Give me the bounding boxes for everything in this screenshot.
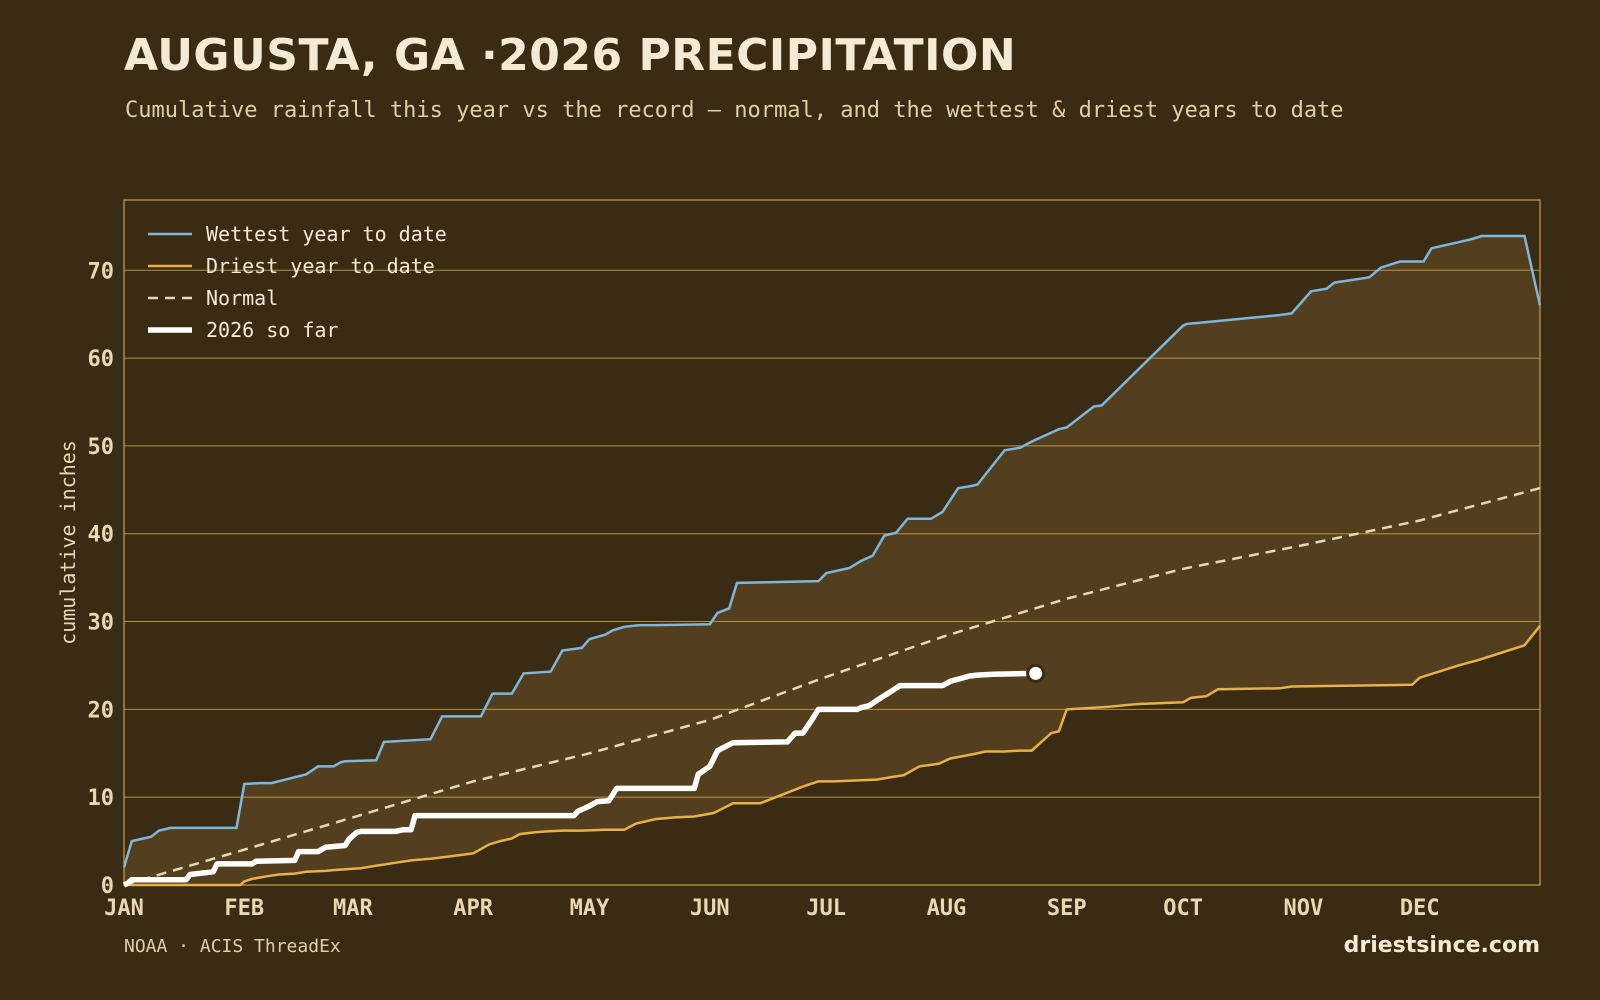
- legend-label: 2026 so far: [206, 318, 338, 342]
- x-tick-label: DEC: [1400, 896, 1440, 921]
- normal-line: [123, 486, 1541, 887]
- x-tick-label: NOV: [1283, 896, 1323, 921]
- driest-line: [124, 625, 1541, 887]
- x-tick-label: APR: [453, 896, 493, 921]
- x-tick-label: SEP: [1047, 896, 1087, 921]
- y-tick-label: 70: [88, 259, 115, 284]
- chart-title: AUGUSTA, GA ·2026 PRECIPITATION: [124, 30, 1017, 81]
- legend-label: Driest year to date: [206, 254, 435, 278]
- y-tick-label: 30: [88, 611, 115, 636]
- x-tick-label: JAN: [104, 896, 144, 921]
- y-axis-label: cumulative inches: [56, 440, 80, 645]
- legend-label: Wettest year to date: [206, 222, 447, 246]
- x-tick-label: MAY: [570, 896, 610, 921]
- current-year-end-marker: [1026, 663, 1046, 683]
- record-range-band: [124, 236, 1540, 885]
- x-tick-label: OCT: [1163, 896, 1203, 921]
- wettest-line: [122, 234, 1542, 868]
- x-tick-label: JUL: [806, 896, 846, 921]
- plot-frame: [123, 199, 1541, 886]
- x-tick-label: JUN: [690, 896, 730, 921]
- y-tick-label: 60: [88, 347, 115, 372]
- legend-label: Normal: [206, 286, 278, 310]
- y-tick-label: 40: [88, 523, 115, 548]
- y-tick-label: 20: [88, 698, 115, 723]
- x-tick-label: FEB: [224, 896, 264, 921]
- x-tick-label: AUG: [927, 896, 967, 921]
- y-tick-label: 10: [88, 786, 115, 811]
- x-tick-label: MAR: [333, 896, 373, 921]
- y-tick-label: 50: [88, 435, 115, 460]
- y-tick-label: 0: [101, 874, 114, 899]
- site-link[interactable]: driestsince.com: [1343, 933, 1540, 958]
- chart-subtitle: Cumulative rainfall this year vs the rec…: [125, 98, 1344, 123]
- data-source: NOAA · ACIS ThreadEx: [124, 936, 341, 957]
- current-year-line: [122, 670, 1036, 888]
